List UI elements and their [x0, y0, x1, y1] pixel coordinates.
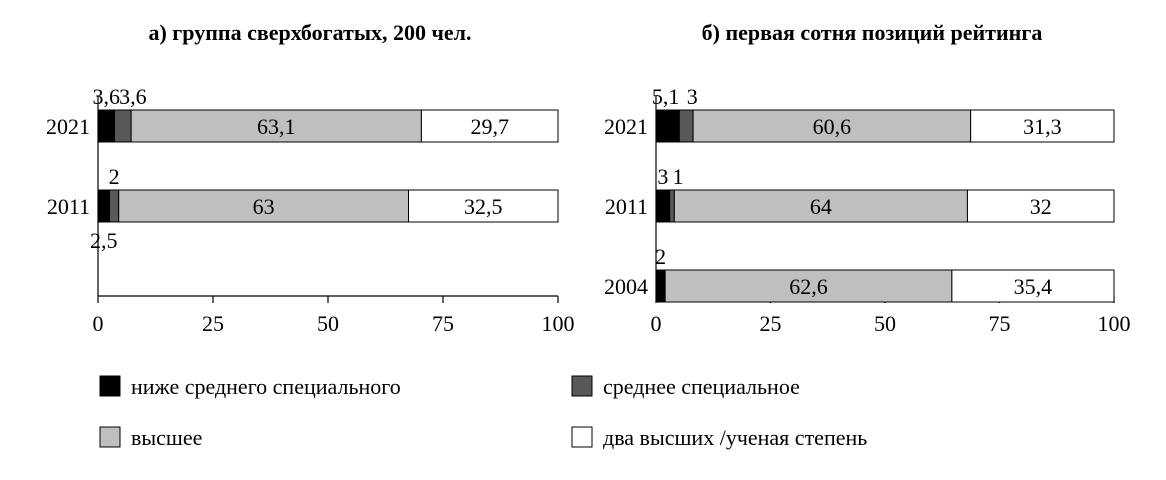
bar-segment-higher: [130, 109, 422, 143]
data-label: 3: [657, 164, 668, 189]
data-label: 1: [673, 164, 684, 189]
legend-label: высшее: [131, 425, 202, 450]
legend-swatch-higher: [99, 426, 121, 448]
bar-segment-two-higher: [970, 109, 1115, 143]
data-label: 62,6: [789, 274, 828, 299]
data-label: 32: [1030, 194, 1052, 219]
panel-super-rich: а) группа сверхбогатых, 200 чел. 0 25 50 75 1…: [46, 20, 575, 336]
bar-segment-higher: [673, 189, 968, 223]
bar-segment-below-secondary: [655, 269, 666, 303]
x-tick-label: 50: [317, 311, 339, 336]
data-label: 2: [655, 244, 666, 269]
data-label: 63: [253, 194, 275, 219]
bar-segment-higher: [118, 189, 409, 223]
data-label: 29,7: [470, 114, 509, 139]
category-label: 2004: [604, 274, 648, 299]
bar-segment-below-secondary: [97, 189, 110, 223]
data-label: 3,6: [119, 84, 147, 109]
data-label: 3,6: [93, 84, 121, 109]
data-label: 32,5: [464, 194, 503, 219]
x-tick-label: 100: [542, 311, 575, 336]
data-label: 2,5: [90, 228, 118, 253]
chart-title: б) первая сотня позиций рейтинга: [702, 20, 1043, 45]
x-tick-label: 75: [432, 311, 454, 336]
data-label: 60,6: [813, 114, 852, 139]
legend: ниже среднего специального среднее специа…: [99, 374, 867, 450]
legend-swatch-two-higher: [571, 426, 593, 448]
x-tick-label: 0: [93, 311, 104, 336]
legend-swatch-secondary-special: [571, 375, 593, 397]
x-tick-label: 75: [989, 311, 1011, 336]
bar-segment-two-higher: [408, 189, 559, 223]
bar-segment-below-secondary: [655, 109, 680, 143]
category-label: 2021: [604, 114, 648, 139]
x-tick-label: 25: [202, 311, 224, 336]
data-label: 2: [109, 164, 120, 189]
bar-segment-two-higher: [951, 269, 1115, 303]
data-label: 5,1: [652, 84, 680, 109]
category-label: 2011: [47, 194, 90, 219]
bar-segment-two-higher: [420, 109, 559, 143]
data-label: 31,3: [1023, 114, 1062, 139]
data-label: 63,1: [257, 114, 296, 139]
legend-label: ниже среднего специального: [131, 374, 401, 399]
x-tick-label: 0: [651, 311, 662, 336]
data-label: 3: [687, 84, 698, 109]
bar-segment-below-secondary: [97, 109, 116, 143]
data-label: 64: [810, 194, 832, 219]
category-label: 2011: [605, 194, 648, 219]
bar-segment-secondary-special: [669, 189, 675, 223]
bar-segment-secondary-special: [109, 189, 120, 223]
bar-segment-two-higher: [966, 189, 1115, 223]
legend-label: среднее специальное: [603, 374, 800, 399]
bar-segment-secondary-special: [678, 109, 694, 143]
chart-title: а) группа сверхбогатых, 200 чел.: [148, 20, 471, 45]
x-tick-label: 100: [1098, 311, 1131, 336]
x-tick-label: 25: [760, 311, 782, 336]
data-label: 35,4: [1014, 274, 1053, 299]
x-tick-label: 50: [874, 311, 896, 336]
bar-segment-below-secondary: [655, 189, 671, 223]
bar-segment-secondary-special: [114, 109, 132, 143]
category-label: 2021: [46, 114, 90, 139]
legend-swatch-below-secondary: [99, 375, 121, 397]
panel-top-hundred: б) первая сотня позиций рейтинга 0 25 50 75 1…: [604, 20, 1131, 336]
legend-label: два высших /ученая степень: [603, 425, 867, 450]
